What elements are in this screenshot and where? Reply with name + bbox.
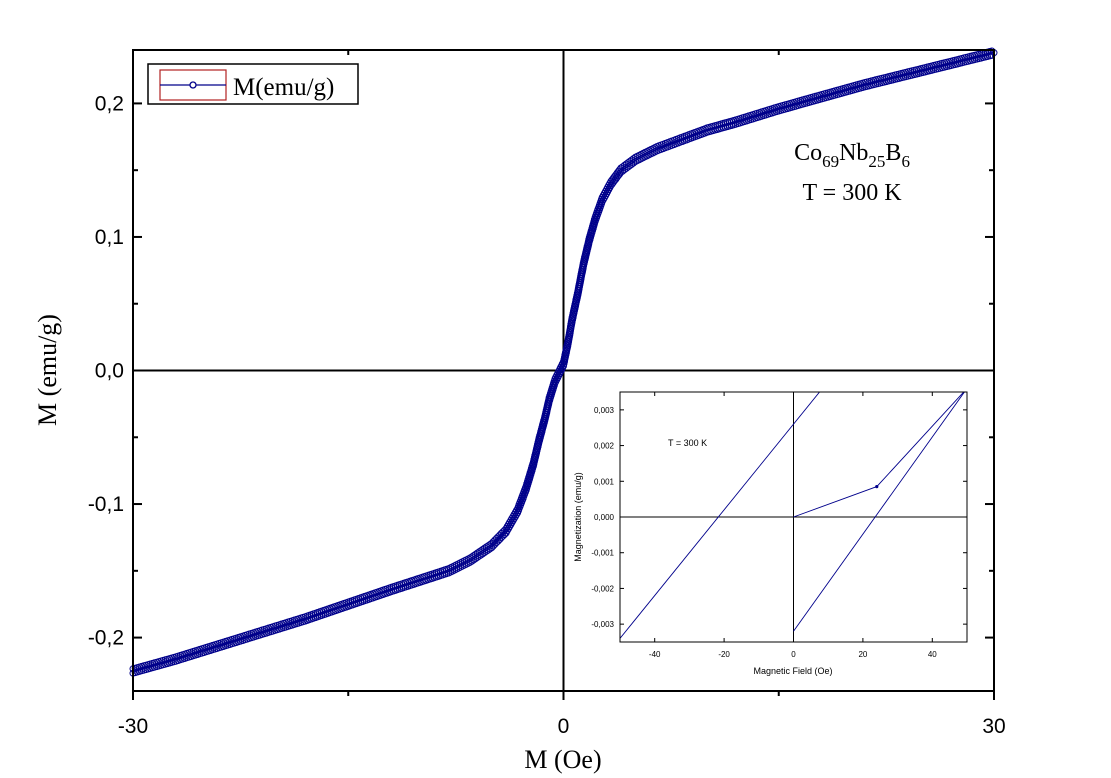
inset-temperature-label: T = 300 K (668, 438, 707, 448)
inset-y-tick-labels: -0,003 -0,002 -0,001 0,000 0,001 0,002 0,003 (591, 406, 614, 629)
inset-x-axis-label: Magnetic Field (Oe) (753, 666, 832, 676)
y-tick-label: -0,1 (88, 493, 124, 516)
inset-x-tick-label: 0 (791, 650, 796, 659)
temperature-label: T = 300 K (802, 180, 902, 206)
compound-label: Co69Nb25B6 (794, 140, 910, 171)
data-points (129, 47, 998, 677)
inset-lines (620, 392, 965, 639)
inset-chart: -40 -20 0 20 40 -0,003 -0,002 -0,001 0,000 0,001… (573, 391, 968, 676)
inset-x-tick-label: 40 (928, 650, 937, 659)
x-tick-label: 30 (982, 715, 1005, 738)
inset-y-tick-label: 0,002 (594, 442, 615, 451)
x-tick-label: -30 (118, 715, 148, 738)
inset-x-tick-labels: -40 -20 0 20 40 (649, 650, 937, 659)
x-tick-label: 0 (558, 715, 570, 738)
axis-ticks (132, 50, 995, 700)
legend-label: M(emu/g) (233, 74, 334, 101)
y-tick-label: 0,1 (95, 226, 124, 249)
inset-ticks (620, 392, 967, 642)
inset-y-tick-label: -0,002 (591, 584, 614, 593)
legend-frame (147, 63, 359, 105)
y-axis-label: M (emu/g) (33, 314, 62, 426)
inset-series-line (620, 392, 821, 639)
inset-x-tick-label: -20 (718, 650, 730, 659)
y-tick-label: -0,2 (88, 627, 124, 650)
inset-y-axis-label: Magnetization (emu/g) (573, 472, 583, 562)
y-tick-labels: -0,2 -0,1 0,0 0,1 0,2 (88, 92, 124, 649)
inset-series-line (793, 392, 965, 632)
x-axis-label: M (Oe) (524, 745, 601, 774)
y-tick-label: 0,0 (95, 360, 124, 383)
legend: M(emu/g) (147, 63, 359, 105)
inset-y-tick-label: -0,003 (591, 620, 614, 629)
x-tick-labels: -30 0 30 (118, 715, 1006, 738)
inset-x-tick-label: -40 (649, 650, 661, 659)
inset-y-tick-label: -0,001 (591, 549, 614, 558)
legend-marker (189, 81, 197, 89)
inset-data-point (875, 485, 879, 489)
inset-x-tick-label: 20 (858, 650, 867, 659)
inset-y-tick-label: 0,000 (594, 513, 615, 522)
y-tick-label: 0,2 (95, 92, 124, 115)
inset-y-tick-label: 0,001 (594, 477, 615, 486)
inset-y-tick-label: 0,003 (594, 406, 615, 415)
